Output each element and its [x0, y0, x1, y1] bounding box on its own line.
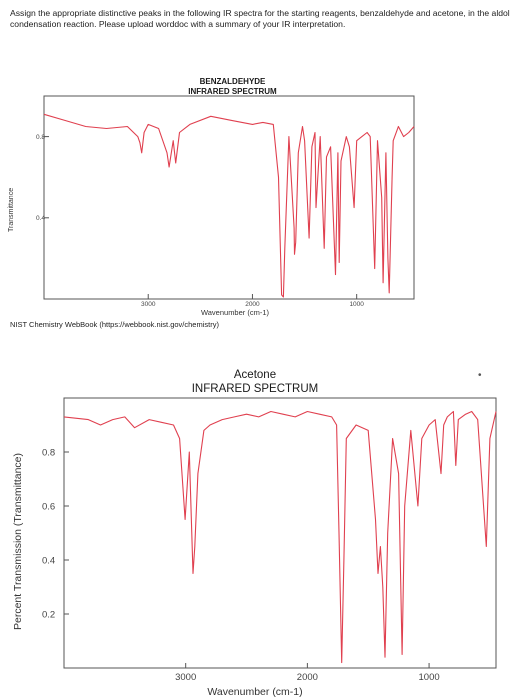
chart1-x-tick-label: 2000: [245, 301, 260, 308]
question-text: Assign the appropriate distinctive peaks…: [10, 8, 510, 29]
chart2-title-line2: INFRARED SPECTRUM: [191, 383, 319, 395]
chart2-y-tick-label: 0.2: [42, 609, 55, 620]
chart1-title-line2: INFRARED SPECTRUM: [188, 87, 277, 96]
chart2-y-tick-label: 0.4: [42, 555, 55, 566]
chart1-y-tick-label: 0.8: [36, 134, 45, 141]
chart2-title: Acetone INFRARED SPECTRUM: [170, 368, 340, 396]
chart2-spectrum-line: [63, 410, 497, 664]
benzaldehyde-spectrum-chart: 0.8 0.4 3000 2000 1000: [36, 95, 415, 308]
chart2-x-tick-label: 1000: [419, 672, 440, 683]
chart1-title-line1: BENZALDEHYDE: [199, 77, 266, 86]
chart1-plot-frame: [43, 95, 415, 300]
acetone-spectrum-chart: 0.8 0.6 0.4 0.2 3000 2000 1000: [42, 397, 497, 683]
chart1-spectrum-line: [43, 113, 415, 298]
chart1-title: BENZALDEHYDE INFRARED SPECTRUM: [150, 77, 315, 97]
stray-mark: •: [478, 370, 482, 381]
source-note: NIST Chemistry WebBook (https://webbook.…: [10, 320, 219, 329]
chart2-title-line1: Acetone: [233, 369, 277, 381]
chart1-x-tick-label: 3000: [141, 301, 156, 308]
chart2-x-tick-label: 3000: [175, 672, 196, 683]
chart2-x-axis-label: Wavenumber (cm-1): [207, 686, 303, 698]
chart1-x-axis-label: Wavenumber (cm-1): [200, 308, 270, 317]
chart2-plot-frame: [63, 397, 497, 669]
chart2-y-tick-label: 0.8: [42, 447, 55, 458]
chart1-x-tick-label: 1000: [349, 301, 364, 308]
chart2-x-tick-label: 2000: [297, 672, 318, 683]
chart2-y-tick-label: 0.6: [42, 501, 55, 512]
chart1-y-tick-label: 0.4: [36, 215, 45, 222]
